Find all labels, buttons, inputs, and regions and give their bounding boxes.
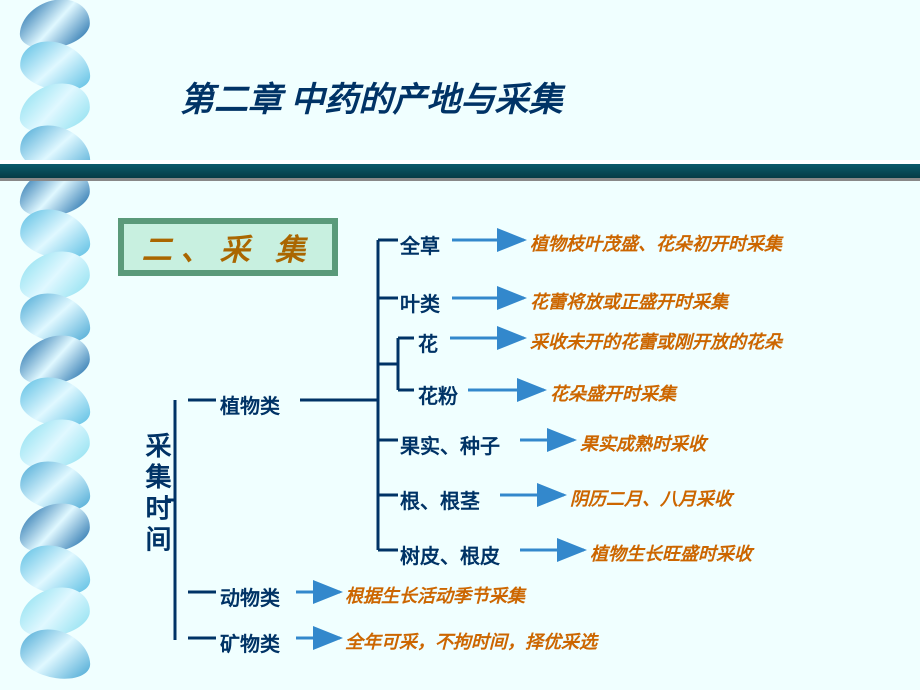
section-box-label: 二、采 集	[142, 225, 315, 269]
helix-decoration	[20, 0, 100, 690]
page-title: 第二章 中药的产地与采集	[180, 72, 563, 121]
leaf-label: 全年可采，不拘时间，择优采选	[345, 628, 597, 654]
leaf-label: 花蕾将放或正盛开时采集	[530, 288, 728, 314]
root-label: 采集时间	[138, 432, 175, 557]
leaf-label: 植物生长旺盛时采收	[590, 540, 752, 566]
level1-node: 矿物类	[220, 628, 280, 657]
leaf-label: 采收未开的花蕾或刚开放的花朵	[530, 328, 782, 354]
leaf-label: 根据生长活动季节采集	[345, 582, 525, 608]
divider	[0, 160, 920, 178]
level1-node: 植物类	[220, 390, 280, 419]
level2-node: 花	[418, 328, 438, 357]
level2-node: 根、根茎	[400, 485, 480, 514]
level2-node: 果实、种子	[400, 430, 500, 459]
level2-node: 全草	[400, 230, 440, 259]
leaf-label: 果实成熟时采收	[580, 430, 706, 456]
level2-node: 树皮、根皮	[400, 540, 500, 569]
level1-node: 动物类	[220, 582, 280, 611]
leaf-label: 植物枝叶茂盛、花朵初开时采集	[530, 230, 782, 256]
level2-node: 叶类	[400, 288, 440, 317]
section-box: 二、采 集	[118, 218, 338, 276]
leaf-label: 花朵盛开时采集	[550, 380, 676, 406]
level2-node: 花粉	[418, 380, 458, 409]
leaf-label: 阴历二月、八月采收	[570, 485, 732, 511]
